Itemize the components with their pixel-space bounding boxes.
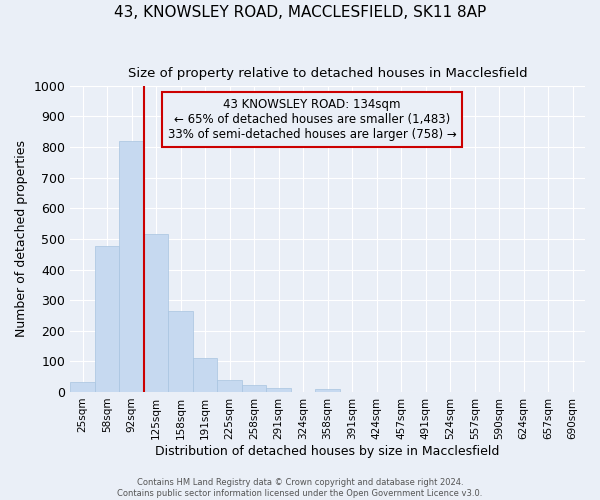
Bar: [169, 311, 193, 392]
Text: 43 KNOWSLEY ROAD: 134sqm
← 65% of detached houses are smaller (1,483)
33% of sem: 43 KNOWSLEY ROAD: 134sqm ← 65% of detach…: [168, 98, 457, 141]
Bar: [95, 246, 119, 392]
Bar: [193, 358, 217, 392]
Bar: [242, 385, 266, 392]
Bar: [70, 382, 95, 392]
Bar: [217, 380, 242, 392]
Y-axis label: Number of detached properties: Number of detached properties: [15, 140, 28, 338]
Text: Contains HM Land Registry data © Crown copyright and database right 2024.
Contai: Contains HM Land Registry data © Crown c…: [118, 478, 482, 498]
Bar: [119, 141, 144, 392]
Bar: [144, 234, 169, 392]
Bar: [266, 388, 291, 392]
Text: 43, KNOWSLEY ROAD, MACCLESFIELD, SK11 8AP: 43, KNOWSLEY ROAD, MACCLESFIELD, SK11 8A…: [114, 5, 486, 20]
Bar: [316, 389, 340, 392]
Title: Size of property relative to detached houses in Macclesfield: Size of property relative to detached ho…: [128, 68, 527, 80]
X-axis label: Distribution of detached houses by size in Macclesfield: Distribution of detached houses by size …: [155, 444, 500, 458]
